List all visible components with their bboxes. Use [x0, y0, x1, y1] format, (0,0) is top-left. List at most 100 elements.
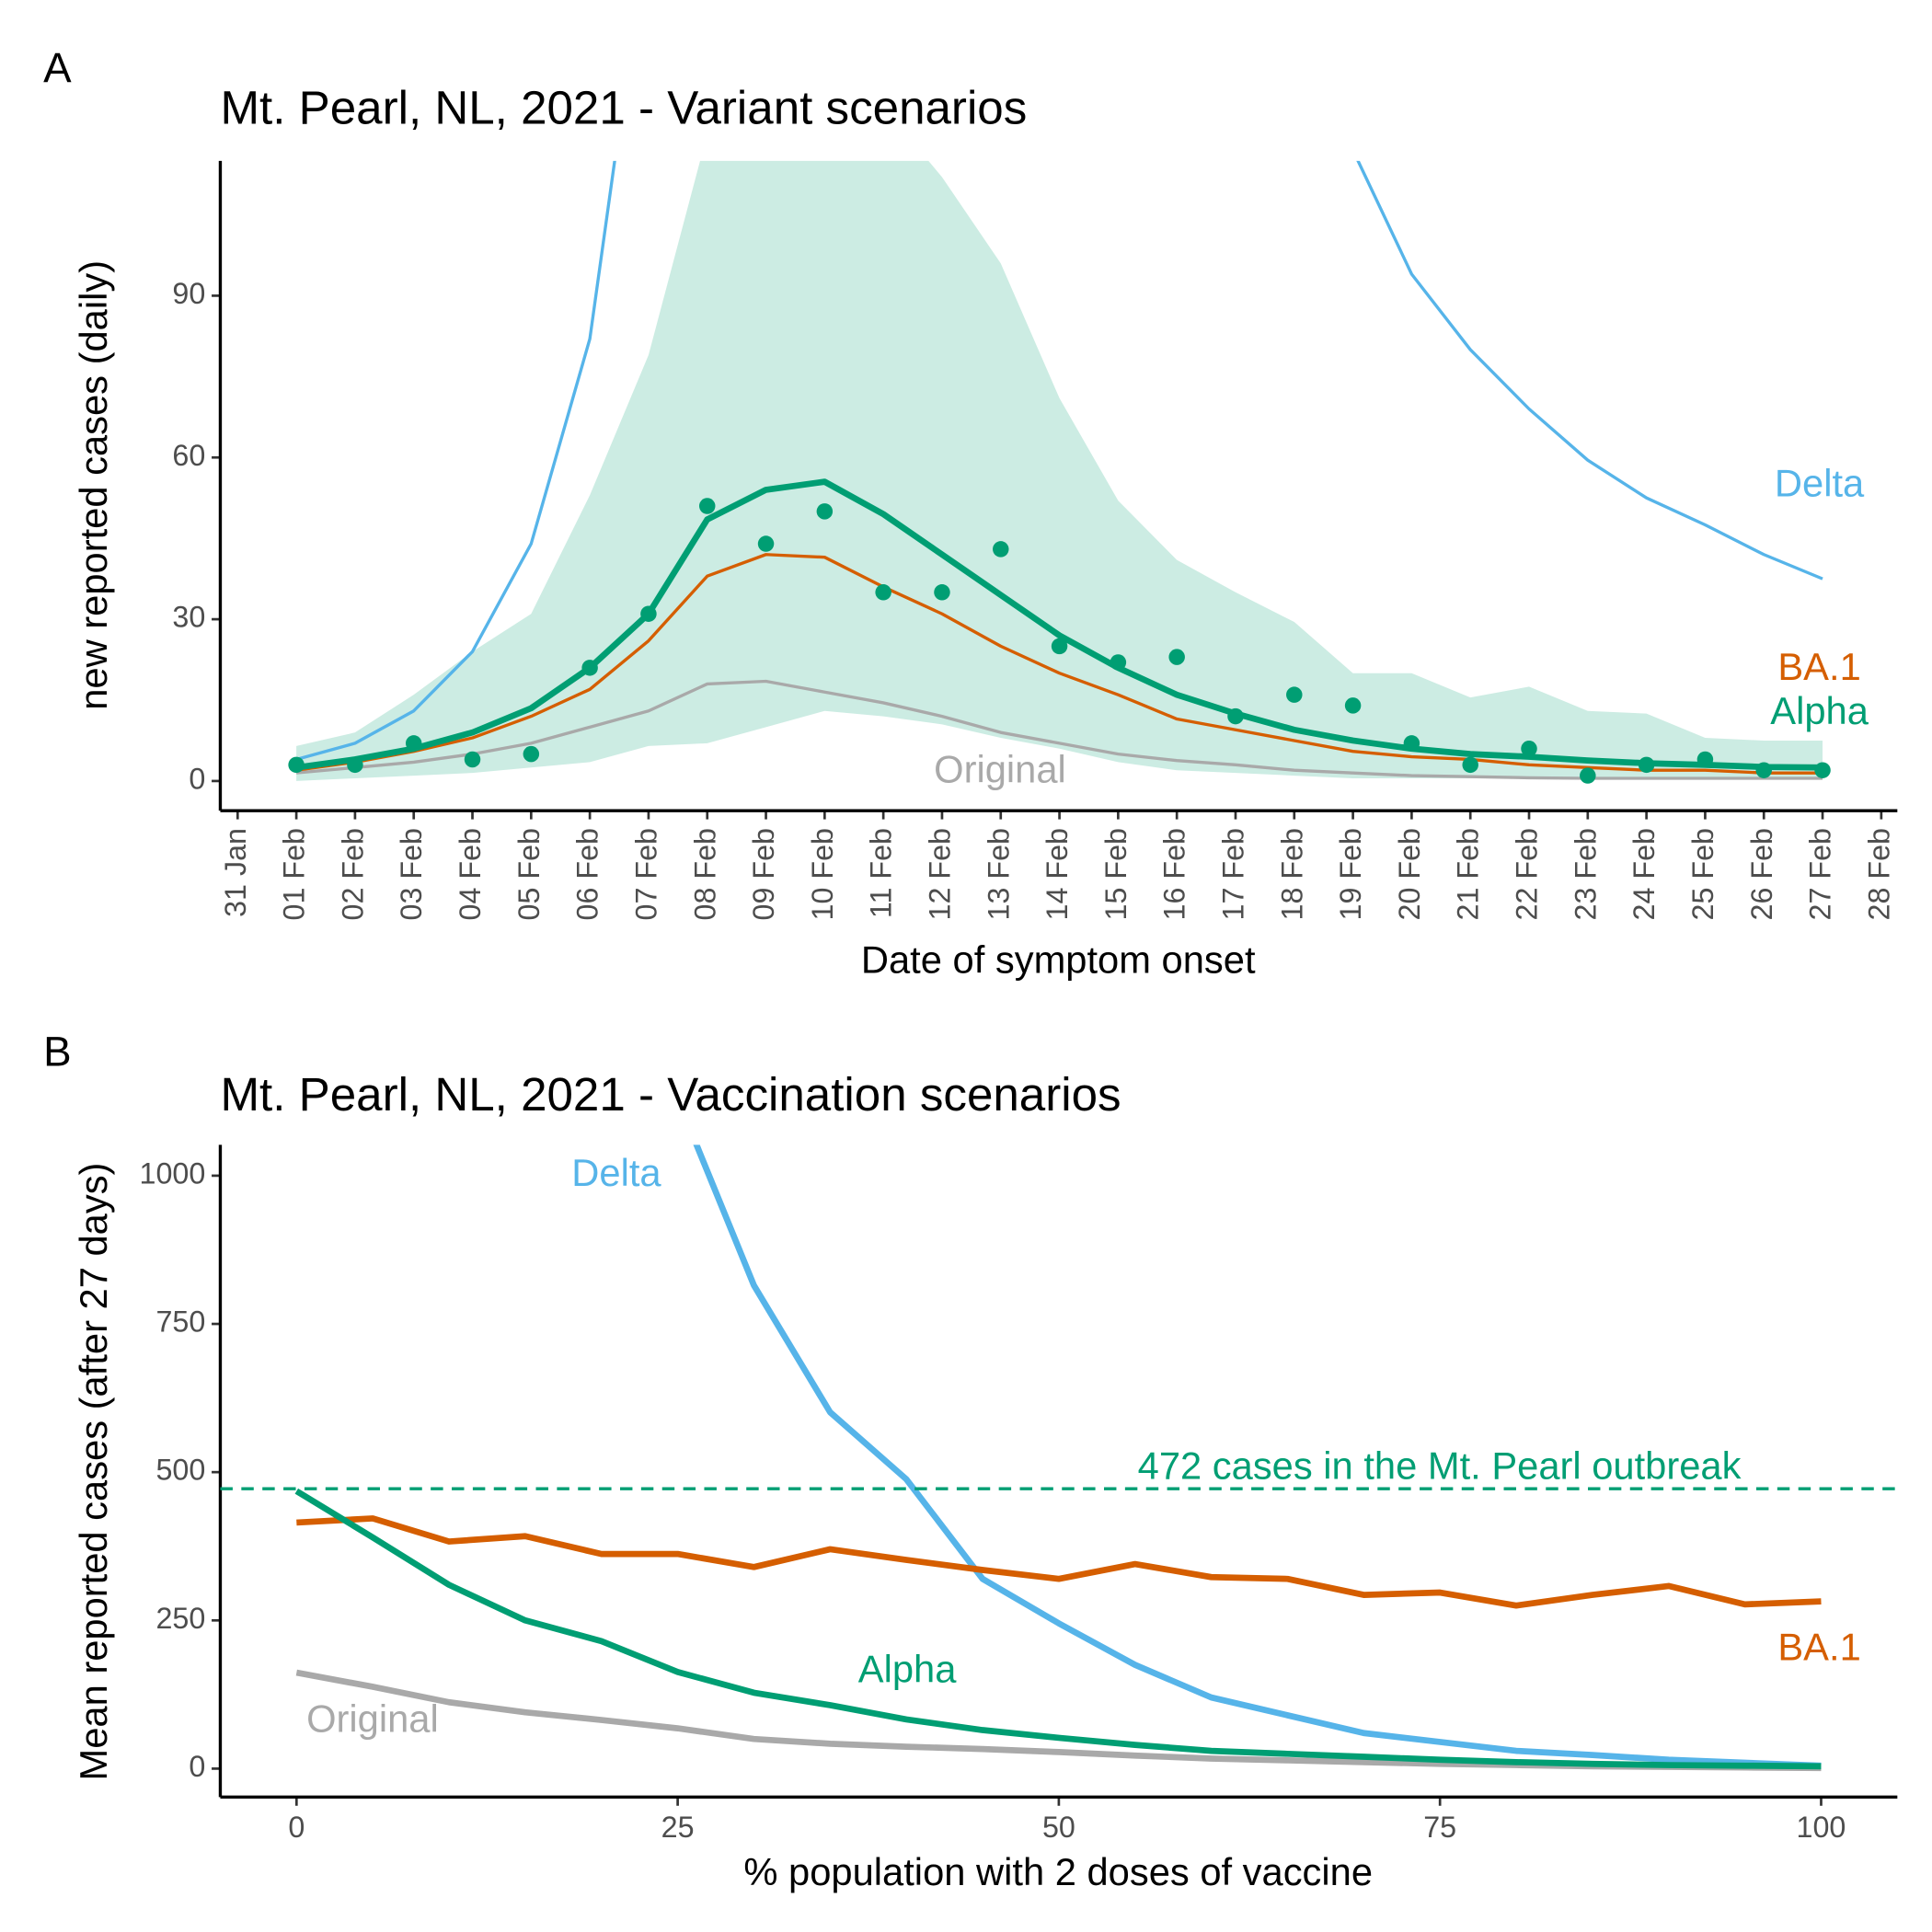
observed-point: [1051, 638, 1068, 655]
x-tick-label: 16 Feb: [1158, 828, 1191, 920]
x-tick-label: 26 Feb: [1745, 828, 1778, 920]
panel-label: A: [43, 44, 72, 91]
x-tick-label: 09 Feb: [747, 828, 780, 920]
x-tick-label: 0: [288, 1811, 305, 1844]
series-line: [296, 1515, 1822, 1609]
observed-point: [1696, 751, 1714, 768]
x-tick-label: 05 Feb: [512, 828, 546, 920]
observed-point: [698, 498, 716, 514]
observed-point: [405, 735, 422, 752]
x-tick-label: 12 Feb: [923, 828, 956, 920]
reference-label: 472 cases in the Mt. Pearl outbreak: [1138, 1444, 1742, 1488]
x-tick-label: 19 Feb: [1334, 828, 1367, 920]
series-label: BA.1: [1777, 1625, 1860, 1668]
x-tick-label: 25 Feb: [1686, 828, 1719, 920]
series-label: Alpha: [1770, 689, 1869, 732]
observed-point: [1462, 756, 1478, 774]
observed-point: [1755, 762, 1772, 778]
x-tick-label: 20 Feb: [1393, 828, 1426, 920]
x-tick-label: 01 Feb: [278, 828, 311, 920]
observed-point: [1110, 654, 1127, 671]
observed-point: [581, 660, 598, 676]
observed-point: [1638, 756, 1655, 774]
x-tick-label: 10 Feb: [806, 828, 839, 920]
series-label: BA.1: [1777, 645, 1860, 688]
x-tick-label: 11 Feb: [865, 828, 898, 918]
x-tick-label: 31 Jan: [219, 828, 252, 917]
x-tick-label: 21 Feb: [1452, 828, 1485, 920]
x-tick-label: 15 Feb: [1099, 828, 1133, 920]
panel-label: B: [43, 1028, 72, 1075]
series-label: Alpha: [858, 1648, 957, 1691]
y-tick-label: 0: [189, 1750, 205, 1783]
y-axis-label: new reported cases (daily): [72, 260, 115, 710]
observed-point: [640, 605, 657, 622]
observed-point: [1521, 741, 1537, 757]
observed-point: [1403, 735, 1420, 752]
observed-point: [1227, 707, 1244, 725]
x-tick-label: 13 Feb: [982, 828, 1015, 920]
x-tick-label: 75: [1423, 1811, 1456, 1844]
observed-point: [816, 503, 834, 520]
x-tick-label: 28 Feb: [1862, 828, 1895, 920]
observed-point: [875, 584, 891, 601]
y-tick-label: 0: [189, 762, 205, 795]
series-line: [693, 1144, 1822, 1769]
observed-point: [347, 756, 363, 774]
x-tick-label: 08 Feb: [688, 828, 721, 920]
observed-point: [934, 584, 950, 601]
series-label: Original: [934, 747, 1066, 790]
chart-title: Mt. Pearl, NL, 2021 - Variant scenarios: [220, 82, 1027, 134]
x-tick-label: 22 Feb: [1511, 828, 1544, 920]
x-tick-label: 03 Feb: [395, 828, 428, 920]
plot-area: [294, 1144, 1822, 1772]
observed-point: [1580, 767, 1596, 784]
panel: B Mt. Pearl, NL, 2021 - Vaccination scena…: [43, 1028, 1898, 1893]
observed-point: [464, 751, 481, 768]
series-label: Original: [306, 1696, 439, 1740]
series-line: [295, 478, 1823, 771]
x-tick-label: 17 Feb: [1217, 828, 1250, 920]
x-axis-label: Date of symptom onset: [861, 938, 1256, 982]
observed-point: [757, 535, 775, 552]
y-tick-label: 500: [155, 1454, 205, 1487]
x-tick-label: 24 Feb: [1627, 828, 1661, 920]
observed-point: [1814, 762, 1831, 778]
x-tick-label: 02 Feb: [336, 828, 369, 920]
confidence-band: [296, 160, 1823, 781]
x-tick-label: 18 Feb: [1275, 828, 1308, 920]
series-line: [295, 160, 1823, 762]
x-tick-label: 50: [1042, 1811, 1075, 1844]
x-tick-label: 23 Feb: [1569, 828, 1602, 920]
x-axis-label: % population with 2 doses of vaccine: [743, 1850, 1373, 1893]
observed-point: [1168, 649, 1185, 665]
y-tick-label: 30: [172, 601, 205, 634]
plot-area: [288, 160, 1831, 784]
series-label: Delta: [1775, 462, 1865, 505]
observed-point: [993, 541, 1009, 558]
x-tick-label: 27 Feb: [1804, 828, 1837, 920]
y-axis-label: Mean reported cases (after 27 days): [72, 1163, 115, 1781]
x-tick-label: 04 Feb: [454, 828, 487, 920]
series-line: [295, 679, 1823, 780]
x-tick-label: 07 Feb: [629, 828, 662, 920]
y-tick-label: 250: [155, 1602, 205, 1635]
y-tick-label: 750: [155, 1305, 205, 1339]
x-tick-label: 25: [661, 1811, 695, 1844]
observed-point: [1344, 697, 1362, 714]
y-tick-label: 60: [172, 439, 205, 472]
observed-point: [1286, 686, 1303, 703]
x-tick-label: 100: [1797, 1811, 1846, 1844]
x-tick-label: 14 Feb: [1041, 828, 1074, 920]
panel: A Mt. Pearl, NL, 2021 - Variant scenarios…: [43, 44, 1898, 982]
chart-title: Mt. Pearl, NL, 2021 - Vaccination scenar…: [220, 1068, 1121, 1121]
x-tick-label: 06 Feb: [571, 828, 604, 920]
observed-point: [288, 756, 305, 774]
series-line: [294, 1488, 1822, 1770]
y-tick-label: 1000: [140, 1156, 206, 1190]
series-line: [295, 553, 1823, 775]
y-tick-label: 90: [172, 277, 205, 310]
series-label: Delta: [571, 1151, 661, 1194]
observed-point: [523, 745, 540, 763]
